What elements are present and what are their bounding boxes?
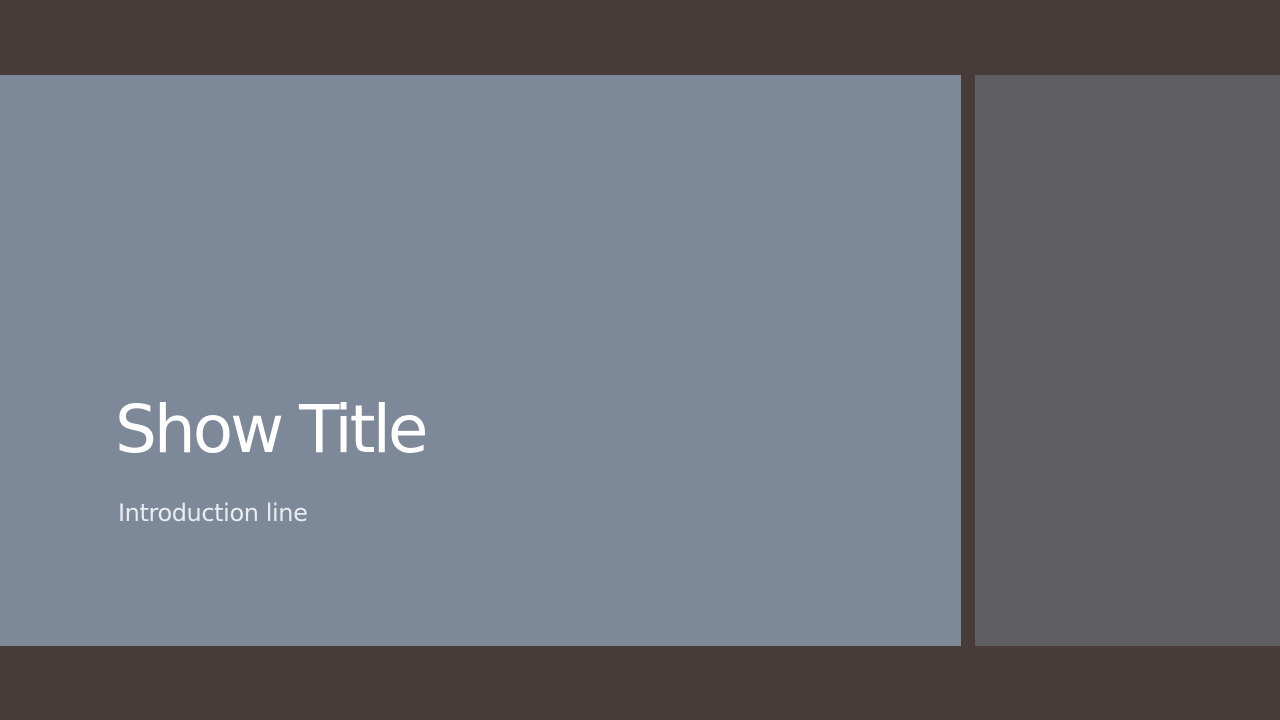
top-frame-band xyxy=(0,0,1280,75)
side-panel xyxy=(975,75,1280,646)
title-panel xyxy=(0,75,961,646)
slide-subtitle[interactable]: Introduction line xyxy=(118,499,308,527)
bottom-frame-band xyxy=(0,646,1280,720)
panel-divider xyxy=(961,75,975,646)
slide-title[interactable]: Show Title xyxy=(115,391,429,468)
